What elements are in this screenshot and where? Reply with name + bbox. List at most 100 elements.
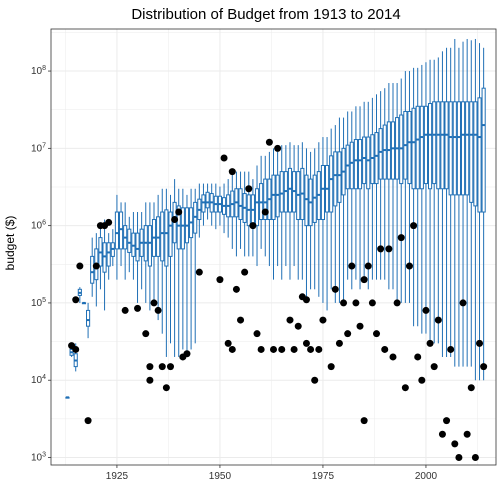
outlier-point — [327, 363, 335, 371]
box-iqr — [353, 139, 358, 190]
y-tick-label: 107 — [31, 142, 46, 154]
box-1979 — [337, 117, 342, 303]
box-iqr — [382, 124, 387, 180]
plot-panel — [51, 29, 496, 465]
box-iqr — [333, 151, 338, 207]
x-tick-label: 1975 — [312, 471, 335, 482]
box-iqr — [135, 232, 140, 262]
box-iqr — [168, 211, 173, 257]
outlier-point — [253, 330, 261, 338]
box-iqr — [329, 155, 334, 213]
y-axis-label: budget ($) — [3, 216, 17, 271]
box-1948 — [209, 183, 214, 226]
box-1944 — [193, 188, 198, 344]
outlier-points — [68, 138, 488, 462]
box-iqr — [86, 309, 91, 327]
box-iqr — [205, 191, 210, 209]
box-1976 — [324, 137, 330, 311]
box-iqr — [275, 174, 280, 218]
outlier-point — [311, 376, 319, 384]
box-2001 — [428, 59, 433, 344]
box-1966 — [283, 145, 288, 267]
box-2004 — [440, 51, 445, 357]
outlier-point — [344, 330, 352, 338]
box-1925 — [114, 194, 119, 280]
box-iqr — [432, 101, 437, 185]
outlier-point — [241, 268, 249, 276]
outlier-point — [459, 299, 467, 307]
outlier-point — [220, 154, 228, 162]
box-1936 — [160, 188, 165, 334]
box-1942 — [184, 194, 190, 354]
box-iqr — [238, 188, 243, 221]
box-1937 — [164, 188, 169, 357]
box-1941 — [180, 188, 185, 350]
outlier-point — [158, 363, 166, 371]
box-1955 — [238, 171, 243, 249]
outlier-point — [451, 440, 459, 448]
box-iqr — [428, 103, 433, 190]
outlier-point — [302, 339, 310, 347]
box-1916 — [77, 287, 82, 303]
box-iqr — [90, 255, 95, 284]
outlier-point — [224, 339, 232, 347]
box-1928 — [127, 216, 132, 273]
outlier-point — [134, 304, 142, 312]
box-iqr — [477, 97, 482, 213]
box-iqr — [160, 211, 165, 262]
box-1926 — [118, 202, 124, 267]
box-iqr — [180, 207, 185, 250]
box-1959 — [254, 165, 260, 267]
box-2010 — [465, 38, 470, 367]
outlier-point — [414, 353, 422, 361]
box-1993 — [395, 83, 400, 303]
box-iqr — [465, 101, 470, 196]
box-1929 — [131, 212, 136, 280]
box-1982 — [349, 111, 354, 290]
box-1946 — [201, 183, 206, 226]
outlier-point — [348, 262, 356, 270]
outlier-point — [249, 222, 257, 230]
box-2014 — [481, 47, 486, 381]
box-1973 — [312, 148, 317, 290]
outlier-point — [410, 222, 418, 230]
outlier-point — [401, 384, 409, 392]
outlier-point — [121, 306, 129, 314]
outlier-point — [389, 353, 397, 361]
box-1924 — [110, 229, 115, 267]
outlier-point — [146, 376, 154, 384]
y-tick-label: 106 — [31, 220, 46, 232]
box-1990 — [382, 88, 387, 280]
box-iqr — [279, 171, 284, 213]
box-1972 — [308, 151, 313, 290]
box-1985 — [362, 101, 367, 280]
box-1974 — [316, 142, 321, 297]
box-1995 — [403, 71, 408, 303]
outlier-point — [142, 330, 150, 338]
box-iqr — [390, 121, 396, 180]
box-1968 — [292, 145, 297, 267]
chart-title: Distribution of Budget from 1913 to 2014 — [131, 6, 400, 23]
box-iqr — [378, 128, 383, 180]
box-1986 — [366, 101, 371, 290]
box-iqr — [312, 174, 317, 223]
outlier-point — [154, 306, 162, 314]
y-tick-label: 103 — [31, 452, 46, 464]
box-1962 — [267, 151, 272, 267]
box-iqr — [176, 205, 181, 250]
box-iqr — [147, 225, 152, 267]
panel-border — [50, 28, 497, 466]
box-iqr — [444, 101, 449, 190]
outlier-point — [150, 299, 158, 307]
box-1931 — [139, 212, 144, 290]
y-tick-label: 108 — [31, 65, 46, 77]
outlier-point — [302, 296, 310, 304]
outlier-point — [405, 262, 413, 270]
outlier-point — [397, 234, 405, 242]
box-iqr — [436, 101, 441, 190]
x-tick-label: 1950 — [209, 471, 232, 482]
box-1996 — [407, 71, 412, 303]
outlier-point — [393, 299, 401, 307]
box-iqr — [304, 174, 309, 227]
box-1964 — [275, 151, 280, 267]
